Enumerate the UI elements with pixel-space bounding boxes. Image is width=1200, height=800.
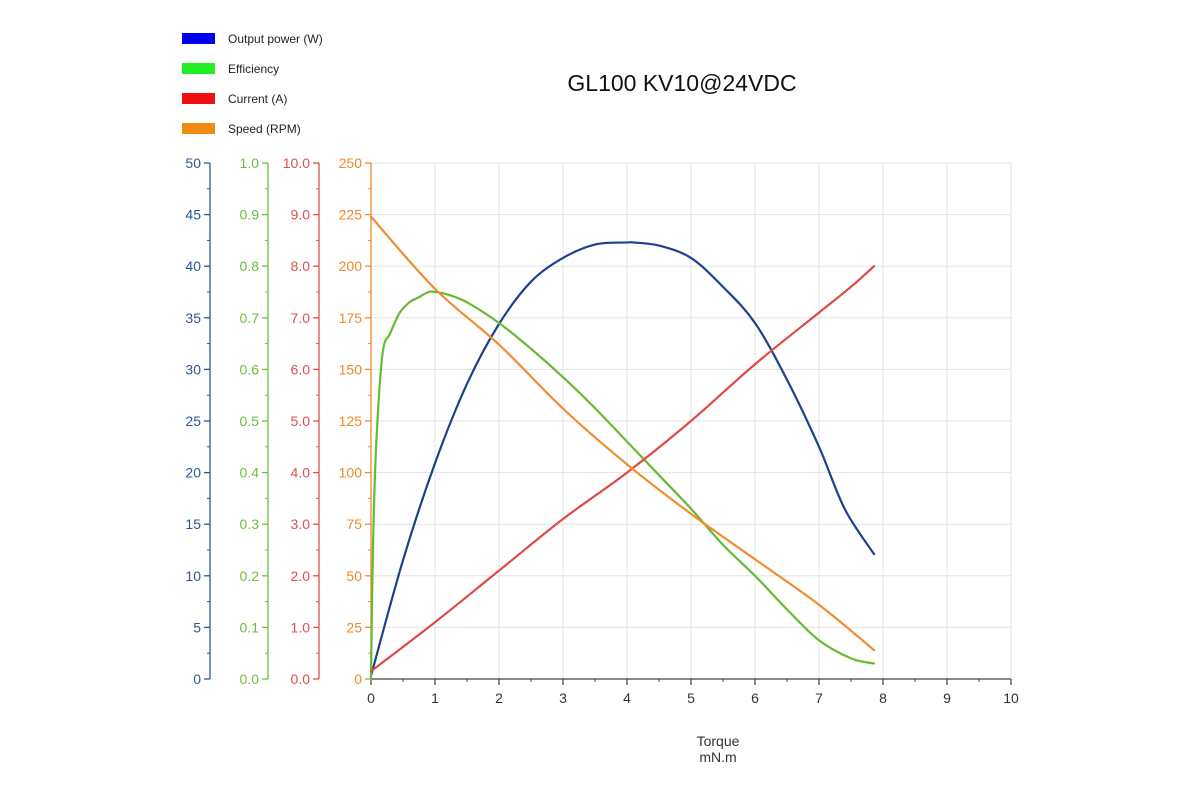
y-tick-label-speed: 150 [339,361,363,377]
y-tick-label-efficiency: 0.6 [240,361,260,377]
y-tick-label-speed: 250 [339,155,363,171]
y-tick-label-current: 4.0 [291,465,311,481]
y-tick-label-speed: 175 [339,310,363,326]
y-tick-label-power: 30 [185,361,201,377]
x-tick-label: 3 [559,690,567,706]
y-tick-label-power: 40 [185,258,201,274]
y-tick-label-efficiency: 0.8 [240,258,260,274]
series-line-current [369,265,876,673]
y-tick-label-speed: 125 [339,413,363,429]
y-tick-label-current: 10.0 [283,155,310,171]
x-tick-label: 1 [431,690,439,706]
y-axes: 0 5 10 15 20 25 30 35 40 45 50 0.0 0.1 0.2 0.3 0.4 0.5 0.… [185,155,372,687]
y-tick-label-power: 35 [185,310,201,326]
y-tick-label-efficiency: 0.7 [240,310,260,326]
series-line-power [369,241,876,677]
x-tick-label: 0 [367,690,375,706]
series-lines [369,215,876,681]
y-tick-label-efficiency: 0.0 [240,671,260,687]
x-tick-label: 4 [623,690,631,706]
x-tick-label: 2 [495,690,503,706]
y-tick-label-efficiency: 0.4 [240,465,260,481]
x-tick-label: 10 [1003,690,1019,706]
y-tick-label-speed: 50 [346,568,362,584]
legend-label-speed: Speed (RPM) [228,122,301,136]
legend-swatch-current [182,93,215,104]
legend-label-power: Output power (W) [228,32,323,46]
x-axis-label-line2: mN.m [699,749,736,765]
legend-swatch-efficiency [182,63,215,74]
legend: Output power (W) Efficiency Current (A) Spe… [182,32,323,136]
y-tick-label-efficiency: 0.2 [240,568,260,584]
y-tick-label-current: 3.0 [291,516,311,532]
series-line-speed [369,215,876,652]
legend-swatch-speed [182,123,215,134]
y-tick-label-power: 50 [185,155,201,171]
y-tick-label-speed: 100 [339,465,363,481]
legend-label-efficiency: Efficiency [228,62,279,76]
y-tick-label-efficiency: 0.9 [240,207,260,223]
series-line-efficiency [369,290,876,681]
legend-swatch-power [182,33,215,44]
y-tick-label-speed: 225 [339,207,363,223]
y-tick-label-efficiency: 1.0 [240,155,260,171]
y-tick-label-speed: 25 [346,619,362,635]
x-tick-label: 6 [751,690,759,706]
y-tick-label-power: 5 [193,619,201,635]
y-tick-label-current: 6.0 [291,361,311,377]
y-tick-label-current: 0.0 [291,671,311,687]
y-tick-label-speed: 0 [354,671,362,687]
y-tick-label-efficiency: 0.1 [240,619,260,635]
x-axis: 0 1 2 3 4 5 6 7 8 9 10 [367,678,1019,706]
y-tick-label-current: 9.0 [291,207,311,223]
x-axis-label-line1: Torque [697,733,740,749]
y-tick-label-power: 10 [185,568,201,584]
y-tick-label-current: 1.0 [291,619,311,635]
y-tick-label-efficiency: 0.3 [240,516,260,532]
x-tick-label: 5 [687,690,695,706]
x-tick-label: 8 [879,690,887,706]
y-tick-label-power: 20 [185,465,201,481]
y-tick-label-current: 8.0 [291,258,311,274]
chart-title: GL100 KV10@24VDC [567,70,796,96]
x-tick-label: 9 [943,690,951,706]
y-tick-label-current: 2.0 [291,568,311,584]
y-tick-label-power: 15 [185,516,201,532]
legend-label-current: Current (A) [228,92,287,106]
y-tick-label-power: 0 [193,671,201,687]
y-tick-label-efficiency: 0.5 [240,413,260,429]
y-tick-label-power: 25 [185,413,201,429]
y-tick-label-speed: 75 [346,516,362,532]
y-tick-label-speed: 200 [339,258,363,274]
x-tick-label: 7 [815,690,823,706]
y-tick-label-power: 45 [185,207,201,223]
y-tick-label-current: 5.0 [291,413,311,429]
y-tick-label-current: 7.0 [291,310,311,326]
